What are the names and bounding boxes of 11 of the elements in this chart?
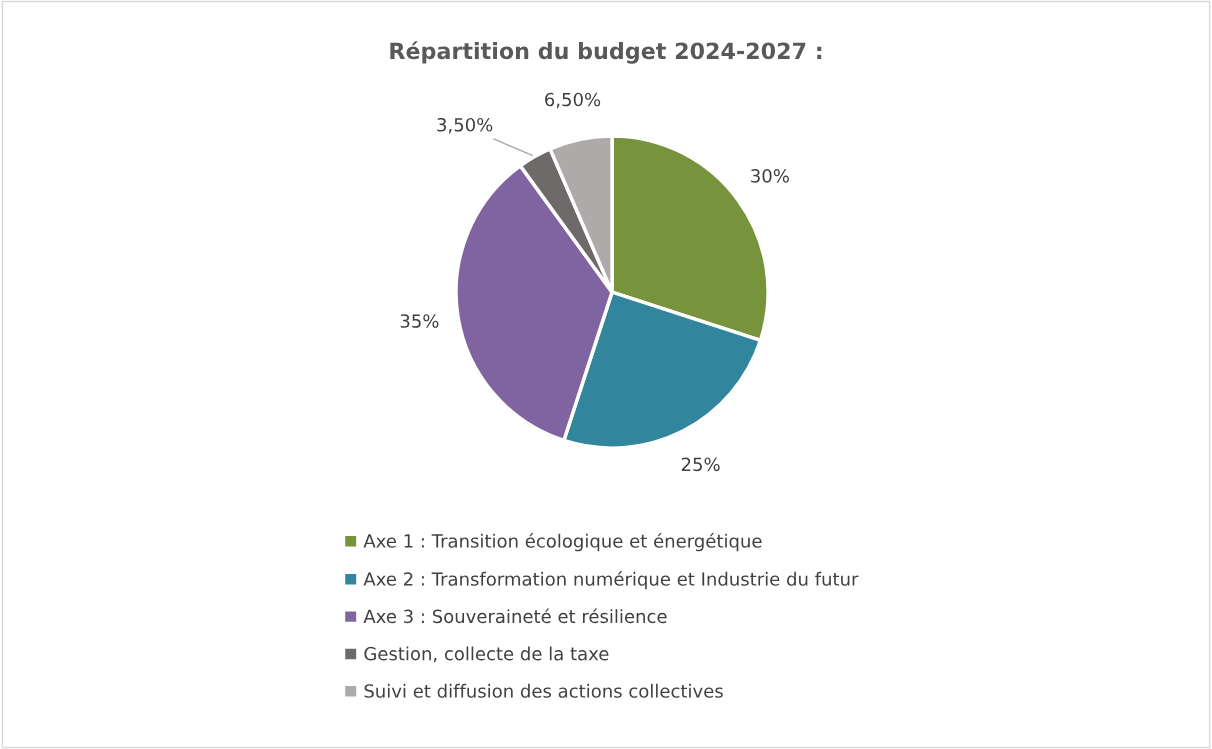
data-label: 35% (400, 314, 439, 328)
legend-label: Axe 1 : Transition écologique et énergétique (363, 533, 762, 552)
data-label: 30% (751, 169, 789, 183)
legend-label: Axe 2 : Transformation numérique et Industrie du futur (363, 571, 859, 590)
legend-label: Axe 3 : Souveraineté et résilience (363, 608, 667, 624)
data-label: 25% (681, 457, 720, 472)
data-label: 3,50% (437, 117, 493, 134)
chart-title: Répartition du budget 2024-2027 : (390, 41, 822, 64)
data-label: 6,50% (545, 92, 601, 109)
legend-label: Suivi et diffusion des actions collectives (364, 683, 723, 698)
legend-label: Gestion, collecte de la taxe (364, 646, 609, 663)
